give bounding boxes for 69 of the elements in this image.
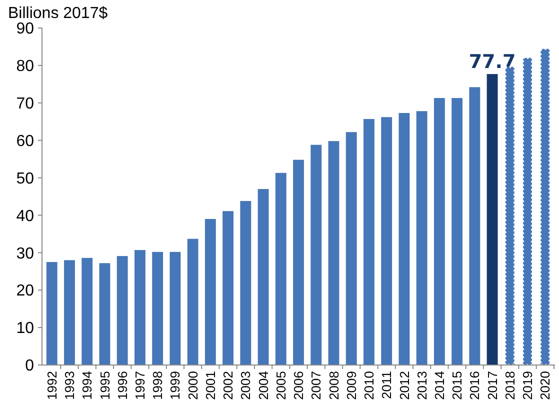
y-tick-label: 90	[16, 20, 34, 38]
bar	[222, 211, 234, 365]
x-tick-label: 2005	[273, 371, 288, 400]
x-tick-label: 1996	[114, 371, 130, 400]
x-tick-label: 1995	[97, 371, 112, 400]
x-tick-label: 1999	[168, 371, 183, 400]
x-tick-label: 2018	[502, 371, 518, 400]
y-tick-label: 30	[16, 245, 34, 262]
bar	[398, 113, 410, 365]
bar	[346, 132, 357, 365]
y-tick-label: 10	[16, 320, 34, 338]
bar	[82, 258, 93, 365]
y-tick-label: 0	[25, 358, 34, 375]
x-tick-label: 1997	[132, 371, 148, 400]
bar	[46, 262, 58, 365]
bar	[152, 252, 164, 365]
bar	[416, 111, 428, 365]
y-axis-title: Billions 2017$	[8, 5, 108, 22]
y-tick-label: 70	[16, 95, 34, 112]
bar	[364, 118, 374, 365]
bar	[204, 218, 216, 365]
y-tick-label: 50	[16, 170, 34, 188]
bar	[434, 98, 445, 365]
x-tick-label: 2011	[379, 371, 394, 399]
bar	[187, 238, 198, 365]
x-tick-label: 2008	[326, 371, 342, 400]
bar	[170, 252, 181, 365]
bar	[328, 141, 340, 365]
data-label: 77.7	[468, 51, 516, 74]
bar	[381, 117, 392, 365]
bar	[116, 256, 128, 365]
x-tick-label: 2010	[362, 371, 377, 400]
x-tick-label: 1992	[44, 371, 60, 400]
x-tick-label: 2016	[467, 371, 482, 400]
x-tick-label: 1993	[62, 371, 78, 400]
x-tick-label: 2012	[396, 371, 412, 400]
x-tick-label: 2009	[344, 371, 359, 400]
y-tick-label: 40	[16, 208, 34, 225]
x-tick-label: 2003	[238, 371, 254, 400]
x-tick-label: 2013	[414, 371, 430, 400]
x-tick-label: 1994	[80, 371, 95, 400]
bar	[258, 189, 269, 365]
bar	[134, 250, 146, 365]
bar	[99, 263, 110, 365]
x-tick-label: 2002	[220, 371, 236, 400]
x-tick-label: 2007	[308, 371, 324, 400]
bar	[240, 200, 252, 365]
y-tick-label: 80	[16, 58, 34, 76]
bar	[64, 260, 75, 365]
bar	[522, 56, 533, 366]
bar	[275, 172, 286, 365]
x-tick-label: 2015	[450, 371, 465, 400]
bar	[310, 144, 322, 365]
y-tick-label: 60	[16, 132, 34, 150]
x-tick-label: 2019	[520, 371, 536, 400]
bar	[486, 74, 498, 365]
bar	[540, 48, 551, 366]
bar	[452, 98, 463, 365]
x-tick-label: 2014	[432, 371, 447, 400]
x-tick-label: 2017	[484, 371, 500, 400]
x-tick-label: 2020	[538, 371, 553, 400]
y-tick-label: 20	[16, 282, 34, 300]
x-tick-label: 1998	[150, 371, 166, 400]
x-tick-label: 2004	[256, 371, 271, 400]
x-tick-label: 2006	[291, 371, 306, 400]
bar	[469, 87, 480, 365]
x-tick-label: 2000	[185, 371, 200, 400]
x-tick-label: 2001	[202, 371, 218, 400]
bar	[293, 160, 304, 365]
